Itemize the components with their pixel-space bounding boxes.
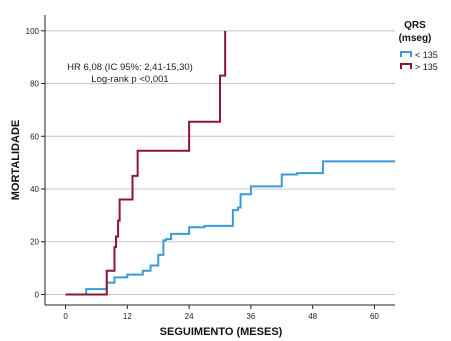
legend-swatch-1 — [400, 63, 412, 69]
legend-title-line2: (mseg) — [399, 33, 432, 44]
y-tick-label-80: 80 — [30, 80, 39, 89]
legend-title-line1: QRS — [404, 20, 426, 31]
legend-swatch-0 — [400, 51, 412, 57]
legend: QRS (mseg) < 135 > 135 — [399, 20, 438, 72]
y-tick-label-20: 20 — [30, 238, 39, 247]
series-line-qrs-under-135 — [65, 160, 395, 296]
legend-label-1: > 135 — [415, 62, 438, 72]
x-tick-label-48: 48 — [308, 312, 317, 321]
series-layer — [65, 30, 395, 296]
tick-labels: 0 12 24 36 48 60 0 20 40 60 80 100 — [26, 27, 380, 321]
x-tick-label-36: 36 — [246, 312, 255, 321]
y-tick-label-100: 100 — [26, 27, 40, 36]
y-tick-label-40: 40 — [30, 185, 39, 194]
x-axis-title: SEGUIMENTO (MESES) — [160, 326, 283, 338]
axes — [44, 15, 395, 306]
y-axis-title: MORTALIDADE — [10, 120, 22, 200]
legend-label-0: < 135 — [415, 50, 438, 60]
y-tick-label-60: 60 — [30, 132, 39, 141]
x-tick-label-60: 60 — [370, 312, 379, 321]
x-tick-label-12: 12 — [123, 312, 132, 321]
x-tick-label-24: 24 — [185, 312, 194, 321]
series-line-qrs-over-135 — [65, 30, 227, 296]
y-tick-label-0: 0 — [35, 290, 40, 299]
annotation-logrank: Log-rank p <0,001 — [91, 74, 168, 85]
x-tick-label-0: 0 — [63, 312, 68, 321]
annotation-hr: HR 6,08 (IC 95%: 2,41-15,30) — [67, 62, 193, 73]
